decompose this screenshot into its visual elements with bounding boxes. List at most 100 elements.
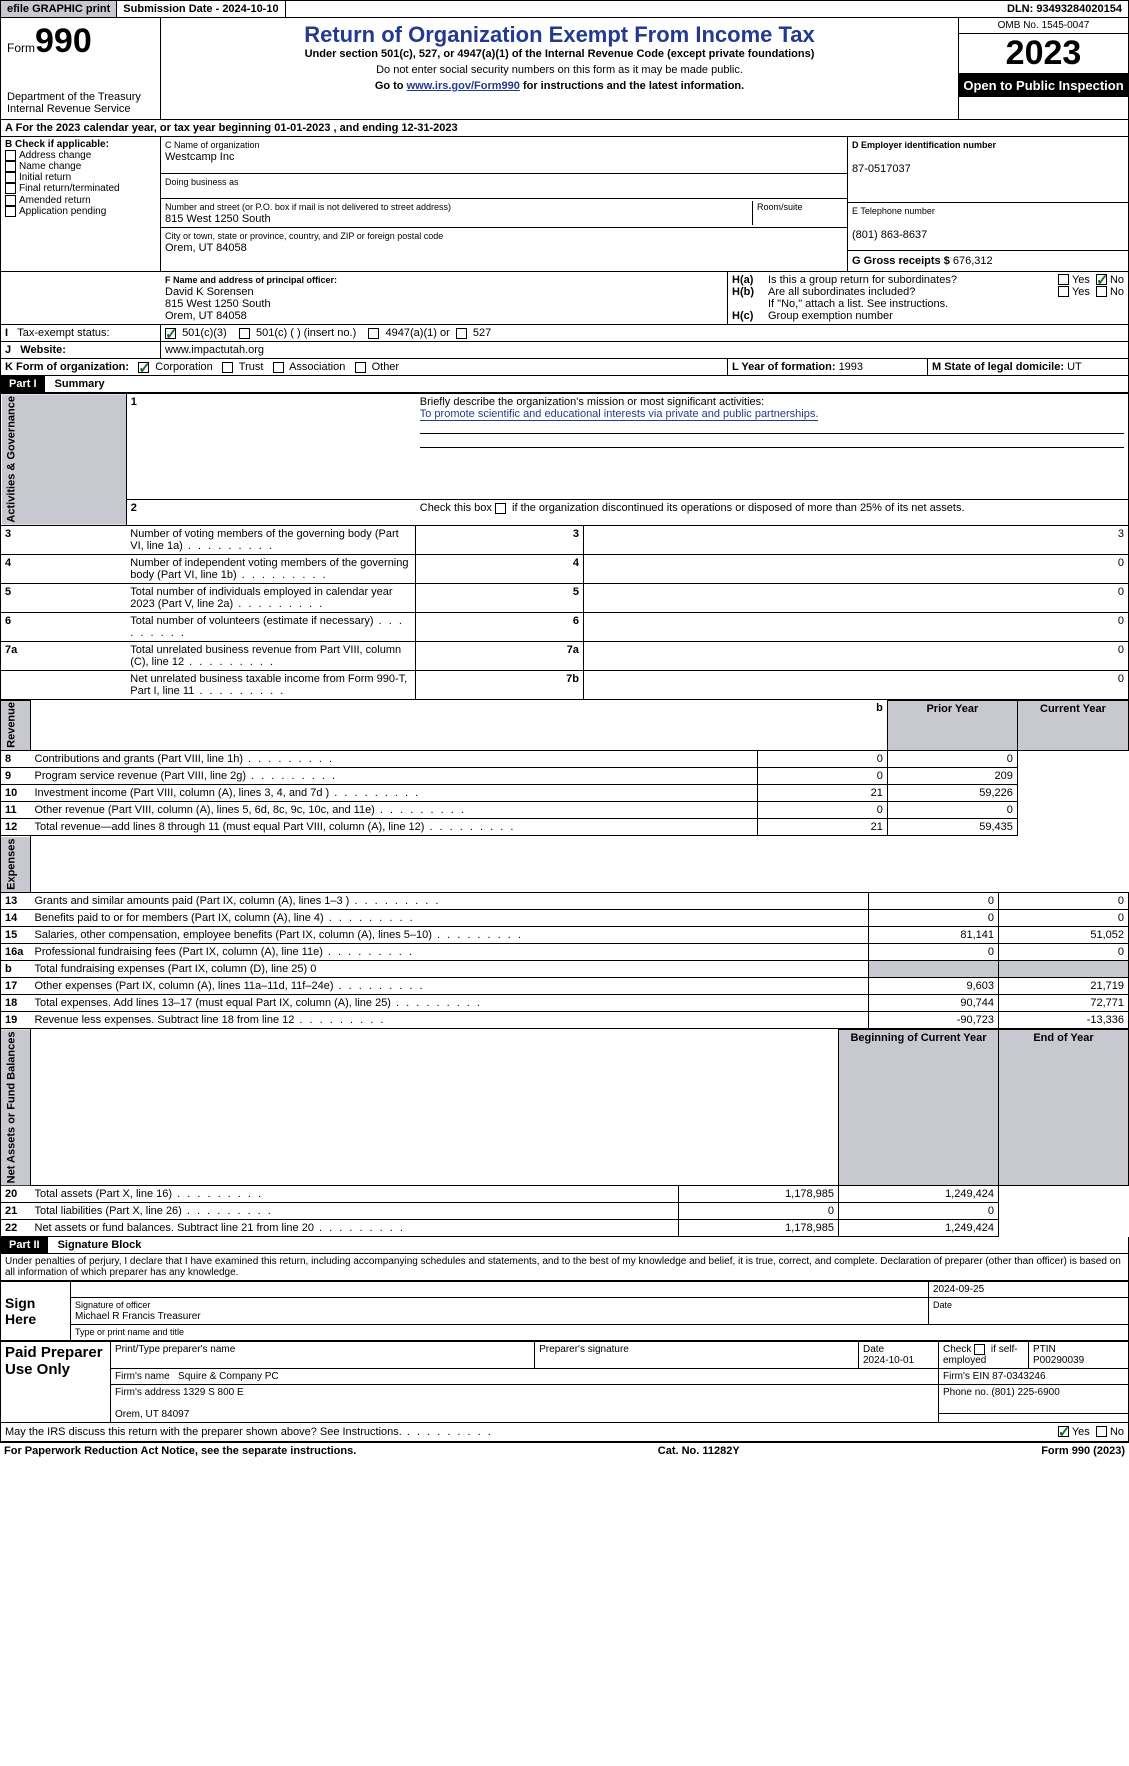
page-footer: For Paperwork Reduction Act Notice, see …: [0, 1442, 1129, 1459]
subtitle-3: Go to www.irs.gov/Form990 for instructio…: [169, 80, 950, 92]
chk-501c3[interactable]: [165, 328, 176, 339]
chk-hb-no[interactable]: [1096, 286, 1107, 297]
side-revenue: Revenue: [1, 700, 31, 751]
chk-ha-no[interactable]: [1096, 274, 1107, 285]
ptin-label: PTIN: [1033, 1344, 1056, 1355]
chk-discuss-no[interactable]: [1096, 1426, 1107, 1437]
chk-ha-yes[interactable]: [1058, 274, 1069, 285]
expenses-table: Expenses 13Grants and similar amounts pa…: [0, 836, 1129, 1028]
box-f: F Name and address of principal officer:…: [161, 272, 728, 324]
city-label: City or town, state or province, country…: [165, 231, 443, 241]
firm-name-label: Firm's name: [115, 1371, 170, 1382]
submission-date: Submission Date - 2024-10-10: [117, 1, 285, 17]
form-header: Form990 Department of the Treasury Inter…: [0, 18, 1129, 120]
tax-exempt-label: Tax-exempt status:: [17, 327, 109, 339]
box-c: C Name of organizationWestcamp Inc Doing…: [161, 137, 848, 271]
netassets-table: Net Assets or Fund Balances Beginning of…: [0, 1029, 1129, 1237]
sig-officer-label: Signature of officer: [75, 1300, 150, 1310]
hdr-end-year: End of Year: [999, 1029, 1129, 1185]
line-a: A For the 2023 calendar year, or tax yea…: [0, 120, 1129, 137]
box-f-spacer: [1, 272, 161, 324]
mission-label: Briefly describe the organization's miss…: [420, 396, 764, 408]
perjury-text: Under penalties of perjury, I declare th…: [0, 1254, 1129, 1281]
mission-text: To promote scientific and educational in…: [420, 408, 819, 421]
ein-label: D Employer identification number: [852, 140, 996, 150]
chk-address-change[interactable]: [5, 150, 16, 161]
lbl-amended-return: Amended return: [19, 195, 91, 206]
preparer-name-label: Print/Type preparer's name: [111, 1342, 535, 1369]
go-to-text: Go to: [375, 80, 407, 92]
dept-treasury: Department of the Treasury: [7, 91, 154, 103]
chk-amended-return[interactable]: [5, 195, 16, 206]
summary-table: Activities & Governance 1 Briefly descri…: [0, 393, 1129, 700]
phone-label: E Telephone number: [852, 206, 935, 216]
omb-number: OMB No. 1545-0047: [959, 18, 1128, 34]
dln: DLN: 93493284020154: [1001, 1, 1128, 17]
chk-other[interactable]: [355, 362, 366, 373]
header-boxes-row1: B Check if applicable: Address change Na…: [0, 137, 1129, 272]
discuss-question: May the IRS discuss this return with the…: [5, 1426, 402, 1438]
preparer-sig-label: Preparer's signature: [535, 1342, 859, 1369]
chk-association[interactable]: [273, 362, 284, 373]
footer-left: For Paperwork Reduction Act Notice, see …: [4, 1445, 356, 1457]
line-a-pre: For the 2023 calendar year, or tax year …: [16, 122, 275, 134]
chk-corporation[interactable]: [138, 362, 149, 373]
type-name-label: Type or print name and title: [75, 1327, 184, 1337]
box-b-title: B Check if applicable:: [5, 139, 109, 150]
officer-addr1: 815 West 1250 South: [165, 298, 271, 310]
year-formation-value: 1993: [839, 361, 863, 373]
part1-header: Part I Summary: [0, 376, 1129, 393]
officer-name: David K Sorensen: [165, 286, 254, 298]
chk-discuss-yes[interactable]: [1058, 1426, 1069, 1437]
sign-date-label: Date: [933, 1300, 952, 1310]
discuss-no: No: [1110, 1426, 1124, 1438]
website-value: www.impactutah.org: [165, 344, 264, 356]
chk-final-return[interactable]: [5, 183, 16, 194]
chk-application-pending[interactable]: [5, 206, 16, 217]
instructions-text: for instructions and the latest informat…: [520, 80, 744, 92]
firm-phone-label: Phone no.: [943, 1387, 991, 1398]
dba-label: Doing business as: [165, 177, 239, 187]
org-form-label: K Form of organization:: [5, 361, 129, 373]
hdr-beginning-year: Beginning of Current Year: [839, 1029, 999, 1185]
hb-label: Are all subordinates included?: [768, 286, 1058, 298]
form-word: Form: [7, 41, 35, 55]
hc-label: Group exemption number: [768, 310, 893, 322]
open-inspection: Open to Public Inspection: [959, 74, 1128, 97]
chk-name-change[interactable]: [5, 161, 16, 172]
officer-signature-name: Michael R Francis Treasurer: [75, 1311, 201, 1322]
irs-link[interactable]: www.irs.gov/Form990: [407, 80, 520, 92]
year-begin: 01-01-2023: [274, 122, 330, 134]
opt-trust: Trust: [239, 361, 264, 373]
chk-discontinued[interactable]: [495, 503, 506, 514]
chk-4947[interactable]: [368, 328, 379, 339]
side-netassets: Net Assets or Fund Balances: [1, 1029, 31, 1185]
gross-receipts-label: G Gross receipts $: [852, 255, 953, 267]
form-container: efile GRAPHIC print Submission Date - 20…: [0, 0, 1129, 1459]
chk-initial-return[interactable]: [5, 172, 16, 183]
hb-no: No: [1110, 286, 1124, 298]
ha-no: No: [1110, 274, 1124, 286]
room-label: Room/suite: [757, 202, 803, 212]
ptin-value: P00290039: [1033, 1355, 1084, 1366]
prep-date-value: 2024-10-01: [863, 1355, 914, 1366]
chk-501c[interactable]: [239, 328, 250, 339]
irs: Internal Revenue Service: [7, 103, 154, 115]
part2-header: Part II Signature Block: [0, 1237, 1129, 1254]
chk-self-employed[interactable]: [974, 1344, 985, 1355]
officer-addr2: Orem, UT 84058: [165, 310, 247, 322]
efile-button[interactable]: efile GRAPHIC print: [1, 1, 117, 17]
topbar: efile GRAPHIC print Submission Date - 20…: [0, 0, 1129, 18]
box-h: H(a)Is this a group return for subordina…: [728, 272, 1128, 324]
chk-527[interactable]: [456, 328, 467, 339]
chk-trust[interactable]: [222, 362, 233, 373]
lbl-application-pending: Application pending: [19, 206, 106, 217]
subtitle-2: Do not enter social security numbers on …: [169, 64, 950, 76]
paid-preparer-table: Paid Preparer Use Only Print/Type prepar…: [0, 1341, 1129, 1423]
sign-here-label: Sign Here: [1, 1282, 71, 1341]
part2-label: Part II: [1, 1237, 48, 1253]
opt-other: Other: [372, 361, 400, 373]
line2-text: Check this box if the organization disco…: [416, 500, 1129, 525]
chk-hb-yes[interactable]: [1058, 286, 1069, 297]
form-number: 990: [35, 22, 92, 60]
